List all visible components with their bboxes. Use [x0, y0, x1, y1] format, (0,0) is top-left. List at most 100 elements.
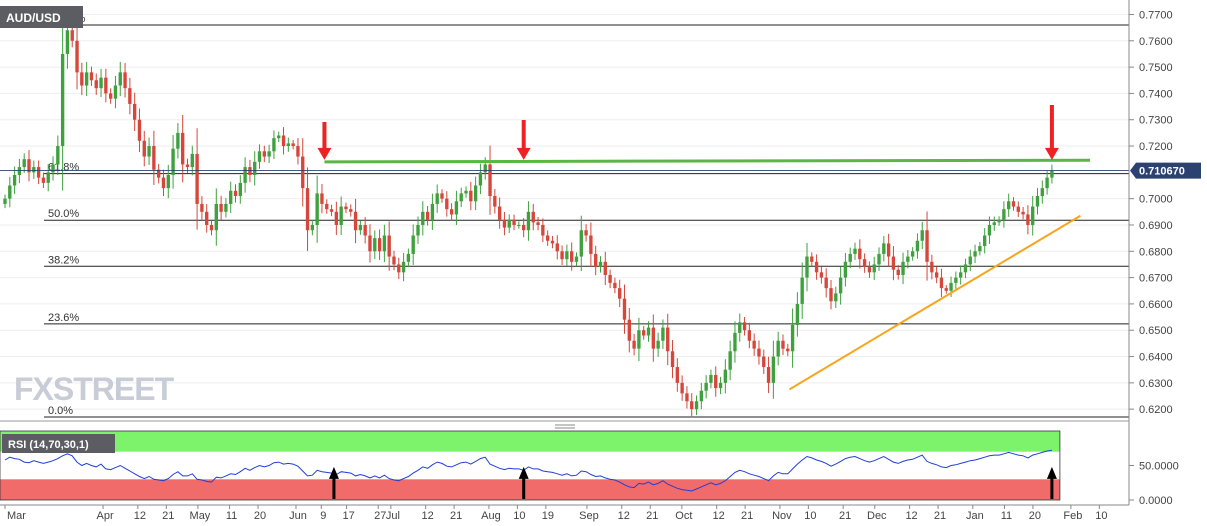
candle-body: [982, 235, 987, 247]
candle-body: [877, 253, 881, 265]
candle-body: [60, 53, 65, 147]
candle-body: [286, 143, 291, 147]
candle-body: [541, 224, 545, 236]
candle-body: [867, 267, 872, 273]
candle-body: [618, 288, 622, 299]
candle-body: [493, 196, 497, 207]
candle-body: [147, 146, 151, 157]
support-trendline: [788, 214, 1081, 391]
candle-body: [238, 182, 242, 197]
candle-body: [123, 72, 127, 89]
candle-body: [738, 322, 742, 333]
panel-resize-handle[interactable]: [555, 424, 575, 429]
price-tick-label: 0.7700: [1139, 9, 1173, 21]
rsi-line: [4, 449, 1052, 492]
candle-body: [814, 261, 819, 273]
time-tick-label: 19: [542, 510, 554, 522]
candle-body: [310, 224, 315, 231]
candle-body: [156, 169, 161, 178]
candle-body: [12, 174, 17, 186]
rsi-frame: [0, 430, 1061, 501]
candle-body: [459, 193, 463, 202]
time-tick-label: 10: [513, 510, 525, 522]
price-tick-label: 0.7400: [1139, 88, 1173, 100]
time-tick-label: Nov: [772, 510, 792, 522]
candle-body: [65, 30, 70, 54]
candle-body: [195, 153, 199, 204]
candle-body: [771, 356, 776, 383]
candle-body: [901, 261, 905, 275]
candle-body: [896, 269, 900, 275]
candle-body: [224, 203, 228, 212]
time-tick-label: 20: [1029, 510, 1041, 522]
price-tick-label: 0.7000: [1139, 194, 1173, 206]
candle-body: [646, 327, 651, 336]
candle-body: [742, 322, 747, 331]
candle-body: [526, 211, 531, 231]
time-tick-label: 10: [1095, 510, 1107, 522]
candle-body: [108, 93, 113, 99]
candle-body: [305, 188, 310, 231]
candle-body: [296, 146, 300, 157]
resistance-line: [324, 158, 1091, 164]
candle-body: [603, 261, 607, 275]
price-tick-label: 0.6400: [1139, 352, 1173, 364]
candle-body: [728, 351, 732, 370]
fib-label: 38.2%: [48, 254, 79, 266]
candle-body: [1016, 206, 1020, 212]
time-tick-label: Apr: [96, 510, 113, 522]
candle-body: [425, 211, 430, 220]
candle-body: [762, 356, 766, 368]
candle-body: [536, 222, 540, 225]
time-tick-label: 21: [450, 510, 462, 522]
candle-body: [709, 374, 713, 383]
candle-body: [627, 319, 631, 341]
resistance-arrow: [317, 122, 332, 160]
candle-body: [478, 172, 483, 186]
current-price-marker: 0.710670: [1130, 162, 1201, 179]
candle-body: [560, 251, 564, 260]
watermark: FXSTREET: [14, 371, 175, 407]
candle-body: [910, 251, 915, 257]
candle-body: [267, 151, 271, 157]
fib-label: 23.6%: [48, 312, 79, 324]
candle-body: [3, 198, 7, 204]
candle-body: [843, 261, 848, 278]
time-tick-label: 12: [905, 510, 917, 522]
candle-body: [810, 256, 814, 262]
candle-body: [920, 230, 924, 241]
rsi-oversold-zone: [0, 479, 1060, 500]
candle-body: [118, 72, 122, 86]
candle-body: [464, 190, 468, 194]
candle-body: [301, 156, 305, 189]
candle-body: [248, 167, 252, 175]
candle-body: [41, 177, 46, 183]
candle-body: [113, 85, 118, 99]
candle-body: [272, 138, 276, 152]
candle-body: [670, 351, 675, 368]
candle-body: [334, 211, 339, 225]
candle-body: [963, 264, 968, 273]
time-tick-label: Oct: [675, 510, 692, 522]
candle-body: [949, 282, 953, 291]
candle-body: [747, 330, 752, 341]
candle-body: [545, 235, 550, 241]
candle-body: [987, 224, 992, 236]
candle-body: [718, 382, 723, 389]
candle-body: [329, 209, 334, 212]
candle-body: [94, 80, 98, 89]
candle-body: [800, 277, 804, 304]
rsi-badge: [2, 434, 115, 453]
symbol-badge: [0, 6, 83, 28]
candle-body: [161, 177, 166, 189]
candle-body: [622, 298, 627, 320]
candle-body: [56, 146, 60, 165]
candle-body: [992, 222, 996, 225]
candle-body: [104, 77, 108, 94]
candle-body: [89, 72, 94, 81]
candle-body: [838, 277, 843, 294]
candle-body: [656, 340, 660, 349]
candle-body: [353, 211, 358, 231]
candle-body: [862, 259, 867, 268]
